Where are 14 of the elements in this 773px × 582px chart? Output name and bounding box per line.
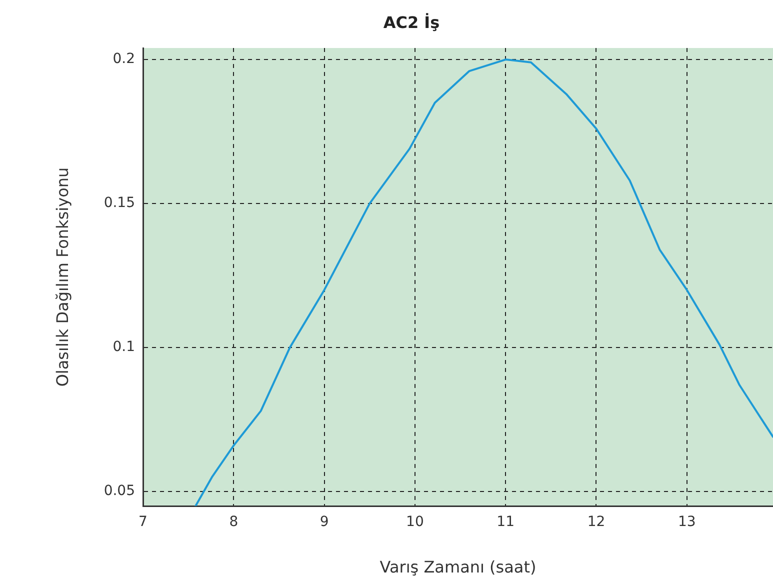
x-tick-label: 10 xyxy=(406,514,424,530)
y-tick-label: 0.05 xyxy=(104,483,135,500)
chart-title: AC2 İş xyxy=(383,12,440,32)
x-axis-title: Varış Zamanı (saat) xyxy=(380,558,536,577)
x-tick-label: 11 xyxy=(496,514,515,530)
x-tick-label: 8 xyxy=(229,514,238,530)
x-tick-label: 7 xyxy=(138,514,148,530)
x-tick-label: 13 xyxy=(678,514,696,530)
x-tick-label: 12 xyxy=(587,514,606,530)
y-tick-label: 0.15 xyxy=(104,195,135,212)
y-tick-label: 0.1 xyxy=(112,339,135,356)
y-tick-label: 0.2 xyxy=(112,51,135,68)
y-axis-title: Olasılık Dağılım Fonksiyonu xyxy=(52,167,72,387)
x-tick-label: 9 xyxy=(320,514,329,530)
